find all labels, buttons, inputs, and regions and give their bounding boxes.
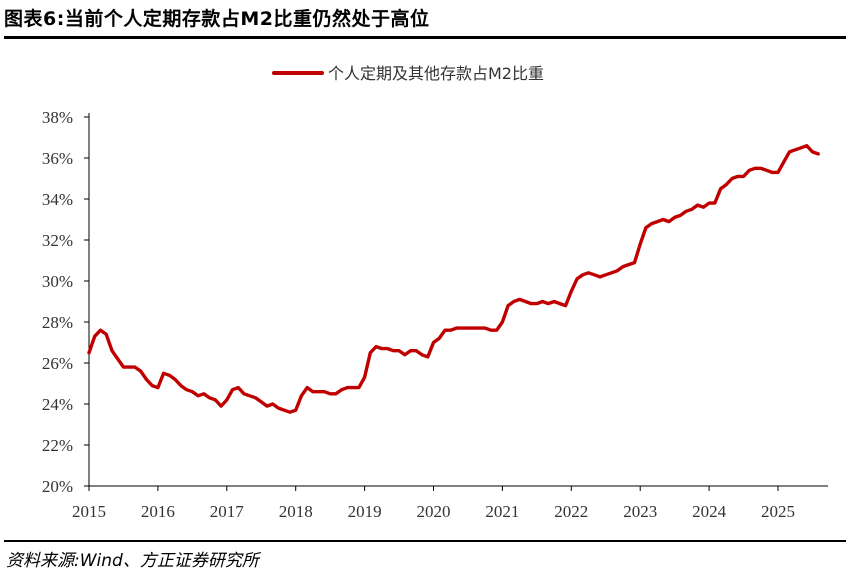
x-tick-label: 2017 bbox=[210, 502, 245, 521]
x-axis: 2015 2016 2017 2018 2019 2020 2021 2022 2023 2024… bbox=[72, 485, 828, 521]
x-tick-label: 2023 bbox=[623, 502, 657, 521]
y-tick-label: 34% bbox=[42, 190, 73, 209]
x-tick-label: 2021 bbox=[485, 502, 519, 521]
y-tick-label: 30% bbox=[42, 272, 73, 291]
series-line bbox=[87, 143, 820, 414]
y-tick-label: 24% bbox=[42, 395, 73, 414]
y-tick-label: 36% bbox=[42, 149, 73, 168]
x-tick-label: 2024 bbox=[692, 502, 727, 521]
y-tick-label: 28% bbox=[42, 313, 73, 332]
y-tick-label: 26% bbox=[42, 354, 73, 373]
y-tick-label: 20% bbox=[42, 477, 73, 496]
x-tick-label: 2018 bbox=[279, 502, 313, 521]
x-tick-label: 2025 bbox=[761, 502, 795, 521]
x-tick-label: 2022 bbox=[554, 502, 588, 521]
legend-label: 个人定期及其他存款占M2比重 bbox=[328, 64, 544, 83]
title-rule bbox=[4, 36, 846, 39]
y-axis: 20% 22% 24% 26% 28% 30% 32% 34% 36% 38% bbox=[42, 108, 90, 496]
x-tick-label: 2019 bbox=[348, 502, 382, 521]
series-layer bbox=[87, 143, 820, 414]
x-tick-label: 2016 bbox=[141, 502, 175, 521]
page-title: 图表6:当前个人定期存款占M2比重仍然处于高位 bbox=[4, 8, 430, 30]
y-tick-label: 22% bbox=[42, 436, 73, 455]
x-tick-label: 2020 bbox=[417, 502, 451, 521]
source-note: 资料来源:Wind、方正证券研究所 bbox=[6, 551, 259, 571]
x-tick-label: 2015 bbox=[72, 502, 106, 521]
y-tick-label: 38% bbox=[42, 108, 73, 127]
source-rule bbox=[4, 540, 846, 542]
y-tick-label: 32% bbox=[42, 231, 73, 250]
legend: 个人定期及其他存款占M2比重 bbox=[272, 64, 544, 83]
